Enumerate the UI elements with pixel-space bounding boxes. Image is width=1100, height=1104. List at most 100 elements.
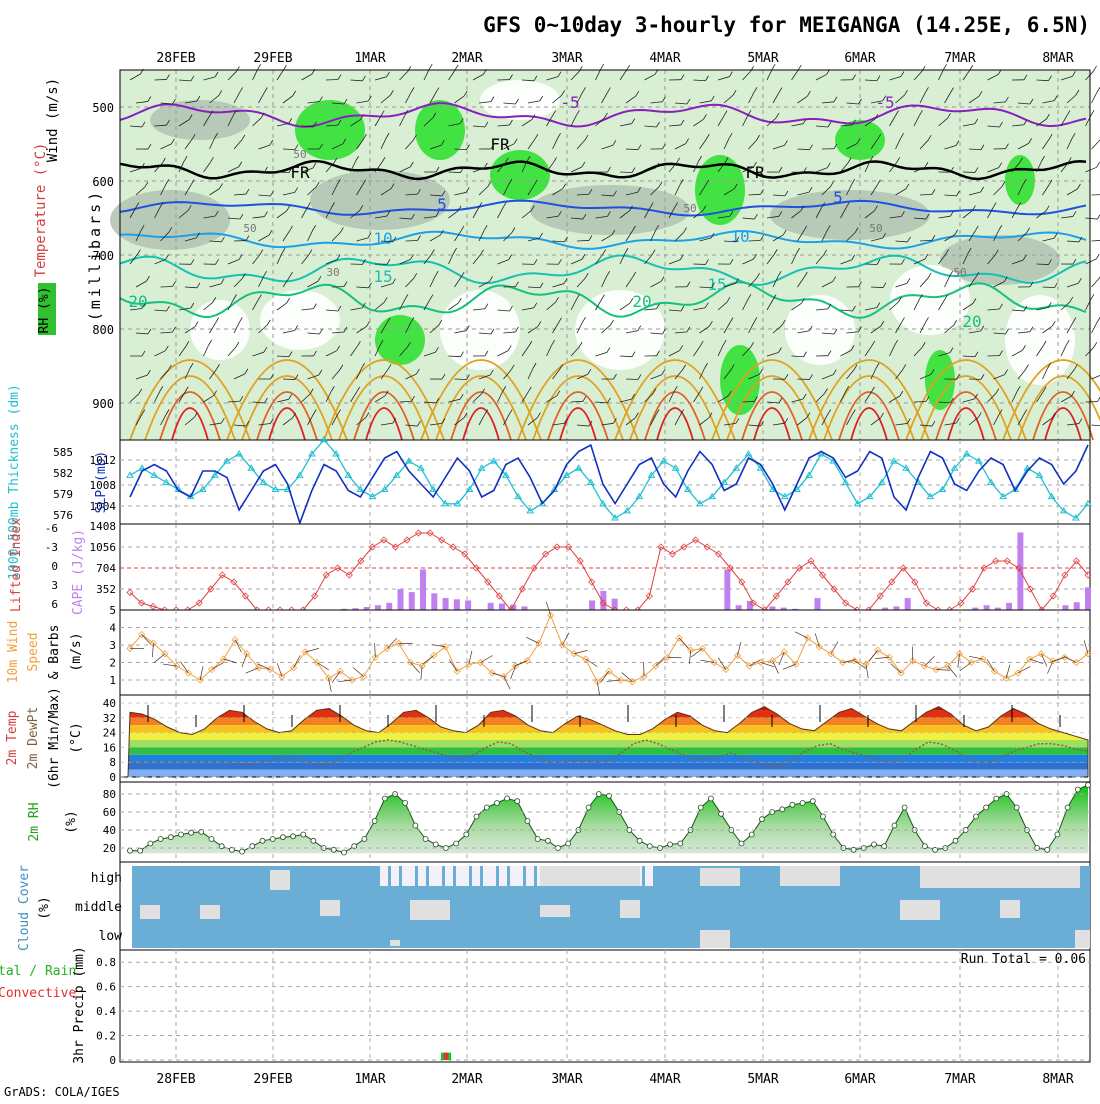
rh2m-marker bbox=[484, 805, 489, 810]
thickness-tick: 579 bbox=[53, 488, 73, 501]
precip-bar-convective bbox=[444, 1053, 448, 1060]
temp2m-tick: 40 bbox=[103, 697, 116, 710]
cape-bar bbox=[984, 605, 990, 610]
cape-ylabel: CAPE (J/kg) bbox=[71, 529, 86, 615]
rh2m-marker bbox=[505, 796, 510, 801]
upper-y-tick: 800 bbox=[92, 323, 114, 337]
date-label-bottom: 29FEB bbox=[253, 1072, 292, 1087]
wind-barb-flag bbox=[1091, 294, 1094, 299]
upper-y-tick: 600 bbox=[92, 175, 114, 189]
rh2m-marker bbox=[892, 823, 897, 828]
precip-ylabel-3: 3hr Precip (mm) bbox=[72, 946, 87, 1063]
rh2m-tick: 40 bbox=[103, 824, 116, 837]
rh2m-marker bbox=[535, 837, 540, 842]
rh2m-marker bbox=[800, 801, 805, 806]
wind-barb-flag bbox=[429, 64, 432, 69]
wind10-tick: 3 bbox=[109, 639, 116, 652]
precip-tick: 0 bbox=[109, 1054, 116, 1067]
rh2m-marker bbox=[209, 837, 214, 842]
rh2m-marker bbox=[189, 830, 194, 835]
wind-barb bbox=[620, 172, 632, 173]
cloud-patch bbox=[700, 930, 730, 948]
cloud-high-clear bbox=[461, 866, 469, 886]
date-label-top: 7MAR bbox=[944, 51, 975, 66]
contour-label: 20 bbox=[632, 292, 651, 311]
rh2m-marker bbox=[708, 796, 713, 801]
cape-bar bbox=[488, 603, 494, 610]
contour-label: 50 bbox=[293, 148, 306, 161]
rh2m-marker bbox=[443, 846, 448, 851]
contour-label: 5 bbox=[437, 195, 447, 214]
li-tick: 0 bbox=[51, 560, 58, 573]
cape-bar bbox=[375, 605, 381, 610]
cloud-patch bbox=[1040, 866, 1080, 888]
rh2m-marker bbox=[270, 837, 275, 842]
cape-bar bbox=[769, 606, 775, 610]
cloud-high-clear bbox=[488, 866, 496, 886]
rh2m-marker bbox=[372, 819, 377, 824]
rh2m-marker bbox=[678, 841, 683, 846]
upper-y-tick: 900 bbox=[92, 397, 114, 411]
wind-barb-flag bbox=[1096, 254, 1099, 259]
cape-tick: 704 bbox=[96, 562, 116, 575]
wind-barb-flag bbox=[601, 64, 604, 69]
cloud-high-clear bbox=[445, 866, 453, 886]
contour-label: 50 bbox=[243, 222, 256, 235]
temp2m-ylabel-3: (6hr Min/Max) bbox=[47, 687, 62, 789]
temp2m-ylabel-4: (°C) bbox=[69, 722, 84, 753]
cloud-patch bbox=[390, 940, 400, 946]
rh-shade-blob bbox=[310, 170, 450, 230]
rh2m-marker bbox=[698, 805, 703, 810]
cape-tick: 1056 bbox=[90, 541, 117, 554]
wind-barb bbox=[1092, 322, 1098, 333]
precip-ylabel-1: tal / Rain bbox=[0, 964, 76, 979]
date-label-top: 8MAR bbox=[1042, 51, 1073, 66]
date-label-bottom: 6MAR bbox=[844, 1072, 875, 1087]
rh2m-marker bbox=[1055, 832, 1060, 837]
rh2m-tick: 20 bbox=[103, 842, 116, 855]
cloud-high-clear bbox=[472, 866, 480, 886]
cape-bar bbox=[905, 598, 911, 610]
cloud-high-clear bbox=[515, 866, 523, 886]
contour-label: 15 bbox=[373, 267, 392, 286]
rh-shade-blob bbox=[415, 100, 465, 160]
rh2m-marker bbox=[423, 837, 428, 842]
rh2m-marker bbox=[566, 841, 571, 846]
rh-shade-blob bbox=[530, 185, 690, 235]
date-label-bottom: 2MAR bbox=[451, 1072, 482, 1087]
cloud-high-clear bbox=[526, 866, 534, 886]
rh2m-marker bbox=[739, 841, 744, 846]
wind10-panel bbox=[120, 610, 1090, 695]
contour-label: 50 bbox=[953, 266, 966, 279]
cloud-patch bbox=[200, 905, 220, 919]
cape-bar bbox=[589, 600, 595, 610]
rh2m-marker bbox=[168, 835, 173, 840]
wind-barb bbox=[406, 240, 418, 241]
temp2m-tick: 8 bbox=[109, 756, 116, 769]
temp2m-ylabel-2: 2m DewPt bbox=[26, 707, 41, 770]
temp2m-tick: 0 bbox=[109, 771, 116, 784]
date-label-bottom: 4MAR bbox=[649, 1072, 680, 1087]
temp-band bbox=[120, 747, 1090, 754]
cape-bar bbox=[465, 600, 471, 610]
rh2m-marker bbox=[362, 837, 367, 842]
cape-bar bbox=[431, 593, 437, 610]
cloud-patch bbox=[1075, 930, 1090, 948]
precip-tick: 0.8 bbox=[96, 956, 116, 969]
date-label-top: 4MAR bbox=[649, 51, 680, 66]
cloud-patch bbox=[540, 905, 570, 917]
rh2m-marker bbox=[433, 842, 438, 847]
rh2m-marker bbox=[668, 842, 673, 847]
rh2m-marker bbox=[872, 842, 877, 847]
cloud-level-label: low bbox=[99, 929, 123, 944]
rh2m-marker bbox=[454, 841, 459, 846]
precip-tick: 0.2 bbox=[96, 1030, 116, 1043]
cloud-level-label: high bbox=[91, 871, 122, 886]
cloud-high-clear bbox=[391, 866, 399, 886]
cape-bar bbox=[454, 599, 460, 610]
wind-barb bbox=[1092, 240, 1100, 241]
date-label-top: 1MAR bbox=[354, 51, 385, 66]
rh2m-marker bbox=[311, 838, 316, 843]
thickness-tick: 582 bbox=[53, 467, 73, 480]
